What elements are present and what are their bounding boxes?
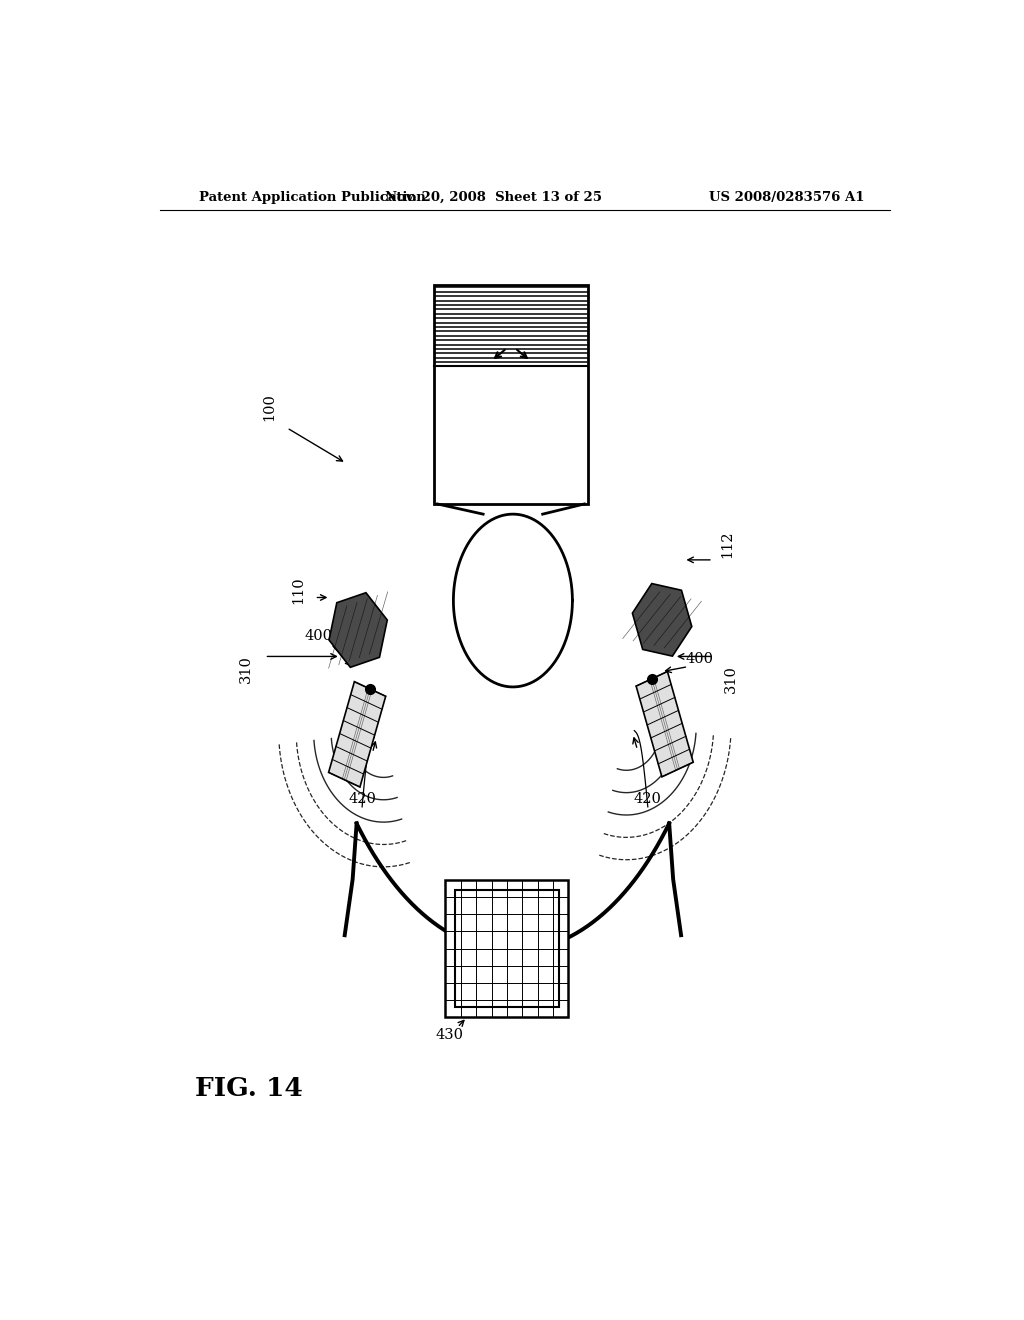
Text: US 2008/0283576 A1: US 2008/0283576 A1 bbox=[709, 190, 864, 203]
Polygon shape bbox=[329, 681, 386, 787]
Bar bbox=[445, 880, 568, 1018]
Bar bbox=[436, 367, 586, 500]
Text: 400: 400 bbox=[304, 630, 333, 643]
Text: 420: 420 bbox=[348, 792, 376, 805]
Bar bbox=[455, 890, 559, 1007]
Text: 110: 110 bbox=[292, 577, 305, 605]
Text: FIG. 14: FIG. 14 bbox=[196, 1076, 303, 1101]
Text: 420: 420 bbox=[634, 792, 662, 805]
Text: 100: 100 bbox=[262, 393, 276, 421]
Text: 112: 112 bbox=[720, 531, 734, 558]
Text: Patent Application Publication: Patent Application Publication bbox=[200, 190, 426, 203]
Polygon shape bbox=[636, 672, 693, 777]
Text: 310: 310 bbox=[724, 665, 738, 693]
Text: 310: 310 bbox=[239, 655, 253, 682]
Bar bbox=[433, 285, 588, 504]
Text: 400: 400 bbox=[685, 652, 714, 667]
Text: 430: 430 bbox=[435, 1027, 464, 1041]
Polygon shape bbox=[329, 593, 387, 668]
Polygon shape bbox=[454, 515, 572, 686]
Text: Nov. 20, 2008  Sheet 13 of 25: Nov. 20, 2008 Sheet 13 of 25 bbox=[385, 190, 601, 203]
Polygon shape bbox=[633, 583, 692, 656]
